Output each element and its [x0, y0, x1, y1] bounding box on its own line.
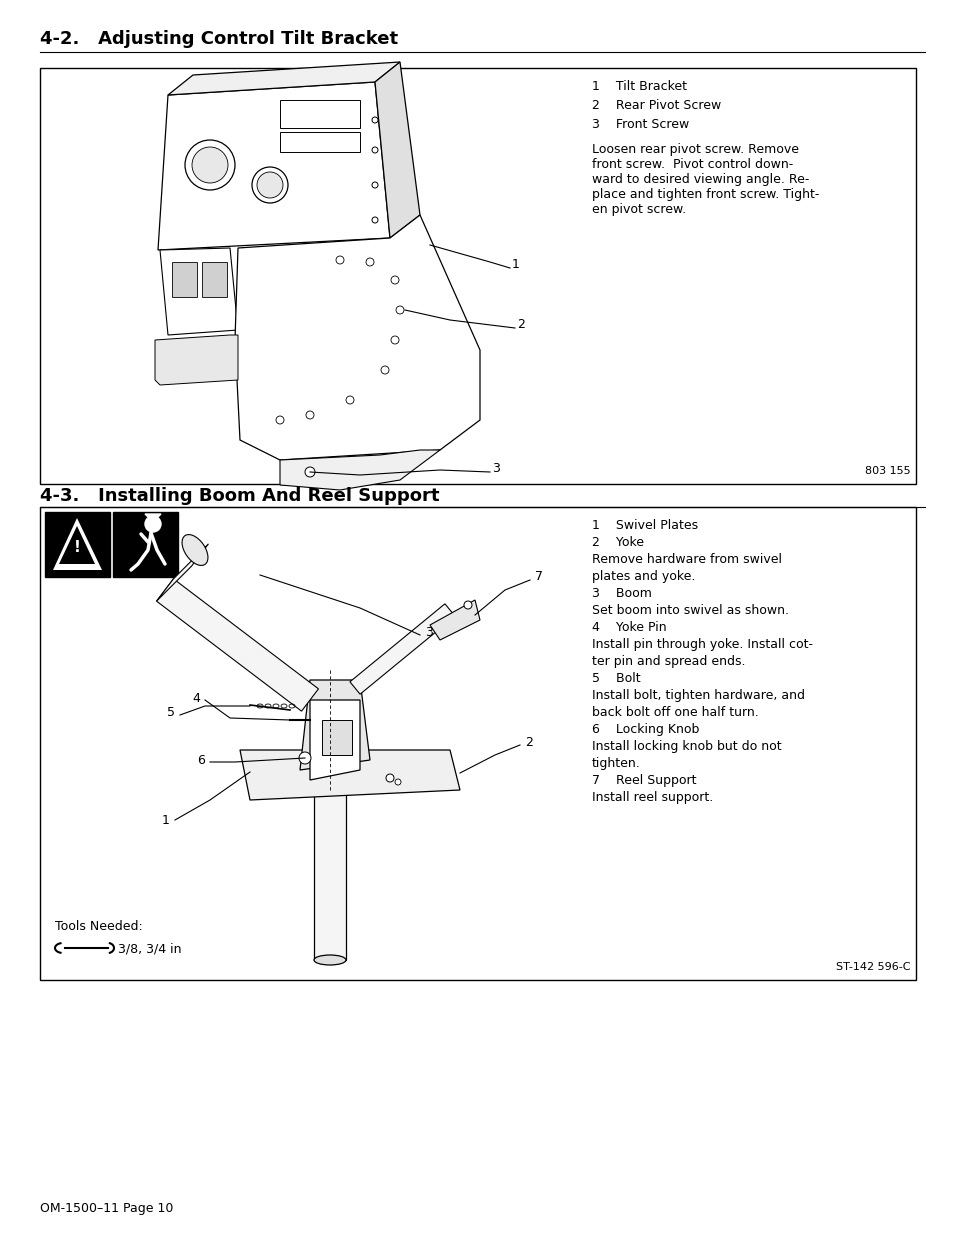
- Text: OM-1500–11 Page 10: OM-1500–11 Page 10: [40, 1202, 173, 1215]
- Circle shape: [335, 256, 344, 264]
- Text: plates and yoke.: plates and yoke.: [592, 571, 695, 583]
- Text: 1    Swivel Plates: 1 Swivel Plates: [592, 519, 698, 532]
- Text: back bolt off one half turn.: back bolt off one half turn.: [592, 706, 758, 719]
- Bar: [202, 262, 227, 296]
- Ellipse shape: [314, 955, 346, 965]
- Circle shape: [145, 516, 161, 532]
- Text: 7: 7: [535, 571, 542, 583]
- Text: 6: 6: [197, 753, 205, 767]
- Polygon shape: [53, 517, 102, 571]
- Circle shape: [298, 752, 311, 764]
- Text: 4-2.   Adjusting Control Tilt Bracket: 4-2. Adjusting Control Tilt Bracket: [40, 30, 397, 48]
- Polygon shape: [299, 680, 370, 769]
- Circle shape: [366, 258, 374, 266]
- Text: 4-3.   Installing Boom And Reel Support: 4-3. Installing Boom And Reel Support: [40, 487, 439, 505]
- Bar: [322, 720, 352, 755]
- Text: 3    Boom: 3 Boom: [592, 587, 651, 600]
- Polygon shape: [160, 248, 237, 335]
- Text: !: !: [73, 540, 80, 555]
- Polygon shape: [375, 62, 419, 238]
- Text: 3    Front Screw: 3 Front Screw: [592, 119, 688, 131]
- Text: 3: 3: [492, 462, 499, 475]
- Text: Remove hardware from swivel: Remove hardware from swivel: [592, 553, 781, 566]
- Circle shape: [192, 147, 228, 183]
- Text: Install bolt, tighten hardware, and: Install bolt, tighten hardware, and: [592, 689, 804, 701]
- Text: 6    Locking Knob: 6 Locking Knob: [592, 722, 699, 736]
- Bar: [40, 508, 915, 981]
- Text: Install pin through yoke. Install cot-: Install pin through yoke. Install cot-: [592, 638, 812, 651]
- Circle shape: [305, 467, 314, 477]
- Bar: [280, 132, 359, 152]
- Polygon shape: [240, 750, 459, 800]
- Text: 1: 1: [162, 814, 170, 826]
- Circle shape: [252, 167, 288, 203]
- Bar: [40, 68, 915, 484]
- Circle shape: [372, 147, 377, 153]
- Text: place and tighten front screw. Tight-: place and tighten front screw. Tight-: [592, 188, 819, 201]
- Bar: [314, 781, 346, 960]
- Circle shape: [395, 306, 403, 314]
- Circle shape: [386, 774, 394, 782]
- Polygon shape: [145, 514, 161, 522]
- Polygon shape: [350, 604, 455, 694]
- Text: 5    Bolt: 5 Bolt: [592, 672, 640, 685]
- Circle shape: [256, 172, 283, 198]
- Text: 1    Tilt Bracket: 1 Tilt Bracket: [592, 80, 686, 93]
- Text: en pivot screw.: en pivot screw.: [592, 203, 685, 216]
- Text: 5: 5: [167, 706, 174, 720]
- Text: 2: 2: [524, 736, 533, 750]
- Ellipse shape: [182, 535, 208, 566]
- Text: 4: 4: [192, 692, 200, 704]
- Polygon shape: [234, 215, 479, 459]
- Text: 2    Yoke: 2 Yoke: [592, 536, 643, 550]
- Ellipse shape: [314, 776, 346, 785]
- Bar: [172, 262, 196, 296]
- Circle shape: [372, 217, 377, 224]
- Text: 3: 3: [424, 626, 433, 640]
- Polygon shape: [310, 700, 359, 781]
- Text: tighten.: tighten.: [592, 757, 640, 769]
- Polygon shape: [154, 335, 237, 385]
- Text: 7    Reel Support: 7 Reel Support: [592, 774, 696, 787]
- Text: 1: 1: [512, 258, 519, 272]
- Text: 803 155: 803 155: [864, 466, 910, 475]
- Circle shape: [380, 366, 389, 374]
- Bar: [45, 513, 110, 577]
- Bar: [112, 513, 178, 577]
- Text: Tools Needed:: Tools Needed:: [55, 920, 143, 932]
- Polygon shape: [280, 450, 439, 490]
- Circle shape: [372, 182, 377, 188]
- Text: Loosen rear pivot screw. Remove: Loosen rear pivot screw. Remove: [592, 143, 799, 156]
- Circle shape: [391, 275, 398, 284]
- Circle shape: [346, 396, 354, 404]
- Bar: [280, 100, 359, 128]
- Polygon shape: [158, 82, 390, 249]
- Polygon shape: [59, 526, 95, 564]
- Text: front screw.  Pivot control down-: front screw. Pivot control down-: [592, 158, 792, 170]
- Text: 2    Rear Pivot Screw: 2 Rear Pivot Screw: [592, 99, 720, 112]
- Circle shape: [306, 411, 314, 419]
- Circle shape: [275, 416, 284, 424]
- Text: ter pin and spread ends.: ter pin and spread ends.: [592, 655, 744, 668]
- Polygon shape: [168, 62, 399, 95]
- Text: 4    Yoke Pin: 4 Yoke Pin: [592, 621, 666, 634]
- Polygon shape: [156, 579, 318, 711]
- Polygon shape: [430, 600, 479, 640]
- Circle shape: [395, 779, 400, 785]
- Circle shape: [185, 140, 234, 190]
- Circle shape: [372, 117, 377, 124]
- Text: ST-142 596-C: ST-142 596-C: [836, 962, 910, 972]
- Text: Install reel support.: Install reel support.: [592, 790, 713, 804]
- Polygon shape: [156, 543, 209, 601]
- Text: 3/8, 3/4 in: 3/8, 3/4 in: [118, 942, 181, 956]
- Text: 2: 2: [517, 319, 524, 331]
- Text: ward to desired viewing angle. Re-: ward to desired viewing angle. Re-: [592, 173, 808, 186]
- Text: Set boom into swivel as shown.: Set boom into swivel as shown.: [592, 604, 788, 618]
- Circle shape: [391, 336, 398, 345]
- Circle shape: [463, 601, 472, 609]
- Text: Install locking knob but do not: Install locking knob but do not: [592, 740, 781, 753]
